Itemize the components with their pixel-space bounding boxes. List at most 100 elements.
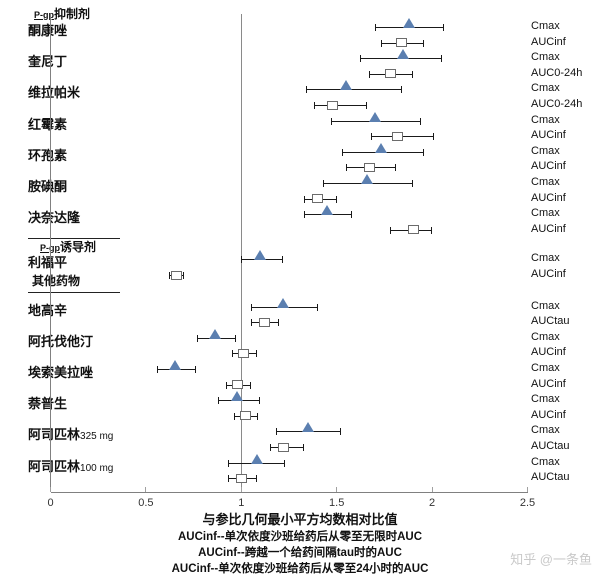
- drug-name: 阿托伐他汀: [28, 333, 94, 349]
- point-marker-auc: [258, 317, 270, 327]
- axis-tick: [145, 487, 147, 492]
- ci-cap-low: [304, 211, 306, 219]
- axis-tick-label: 0: [47, 497, 54, 509]
- drug-name: 环孢素: [28, 147, 68, 163]
- parameter-label: Cmax: [531, 207, 560, 220]
- ci-cap-low: [330, 117, 332, 125]
- parameter-label: Cmax: [531, 299, 560, 312]
- ci-cap-high: [339, 428, 341, 436]
- parameter-label: AUCinf: [531, 408, 566, 421]
- drug-name: 决奈达隆: [28, 210, 81, 226]
- ci-cap-high: [440, 55, 442, 63]
- axis-tick-label: 1: [238, 497, 245, 509]
- point-marker-cmax: [368, 111, 381, 122]
- parameter-label: AUCtau: [531, 471, 570, 484]
- ci-cap-high: [249, 381, 251, 389]
- drug-name: 奎尼丁: [28, 54, 68, 70]
- ci-cap-low: [157, 366, 159, 373]
- group-heading-text: 其他药物: [32, 274, 81, 288]
- parameter-label: AUCinf: [531, 222, 566, 235]
- parameter-label: Cmax: [531, 176, 560, 188]
- ci-cap-high: [419, 117, 421, 125]
- ci-cap-low: [218, 397, 220, 405]
- footnote-line: AUCinf--单次依度沙班给药后从零至无限时AUC: [177, 531, 423, 543]
- drug-name: 维拉帕米: [28, 85, 81, 101]
- axis-tick-label: 2: [429, 497, 436, 509]
- parameter-label: AUCtau: [531, 315, 570, 328]
- ci-cap-high: [350, 211, 352, 219]
- x-axis: [50, 492, 528, 493]
- ci-cap-high: [412, 180, 414, 187]
- point-marker-cmax: [254, 250, 267, 261]
- drug-name: 萘普生: [28, 396, 68, 412]
- drug-label: 奎尼丁: [28, 55, 67, 68]
- parameter-label: AUCinf: [531, 268, 566, 280]
- ci-cap-high: [423, 39, 425, 47]
- axis-tick: [50, 487, 51, 492]
- ci-cap-high: [259, 397, 261, 405]
- parameter-label: AUCinf: [531, 35, 566, 48]
- ci-cap-high: [183, 272, 185, 279]
- point-marker-auc: [363, 162, 375, 172]
- point-marker-cmax: [397, 49, 410, 60]
- drug-label: 阿司匹林325 mg: [28, 428, 113, 442]
- ci-cap-high: [423, 148, 425, 156]
- drug-name: 利福平: [28, 255, 68, 271]
- drug-label: 利福平: [28, 256, 67, 269]
- drug-label: 埃索美拉唑: [28, 366, 93, 379]
- drug-name: 阿司匹林: [28, 427, 81, 443]
- parameter-label: AUCinf: [531, 160, 566, 173]
- point-marker-auc: [231, 380, 243, 390]
- ci-cap-low: [250, 319, 252, 327]
- ci-cap-high: [257, 412, 259, 420]
- ci-cap-high: [278, 319, 280, 327]
- ci-cap-low: [380, 39, 382, 47]
- point-marker-cmax: [302, 422, 315, 433]
- ci-cap-high: [255, 350, 257, 358]
- parameter-label: AUCinf: [531, 377, 566, 390]
- ci-cap-low: [346, 164, 348, 172]
- point-marker-cmax: [231, 391, 244, 402]
- parameter-label: AUC0-24h: [531, 66, 583, 79]
- parameter-label: Cmax: [531, 252, 560, 265]
- group-heading-text: 诱导剂: [60, 240, 97, 254]
- parameter-label: AUCinf: [531, 191, 566, 204]
- drug-label: 维拉帕米: [28, 86, 80, 99]
- ci-cap-low: [250, 303, 252, 311]
- point-marker-auc: [237, 348, 249, 358]
- ci-cap-low: [390, 226, 392, 234]
- ci-cap-high: [284, 459, 286, 467]
- ci-cap-high: [255, 475, 257, 483]
- ci-cap-low: [371, 133, 373, 141]
- group-heading: P-gp抑制剂: [34, 8, 90, 20]
- point-marker-auc: [277, 442, 289, 452]
- ci-cap-low: [227, 475, 229, 483]
- ci-cap-high: [282, 256, 284, 264]
- point-marker-auc: [396, 38, 408, 48]
- point-marker-cmax: [208, 328, 221, 339]
- y-axis: [50, 14, 51, 492]
- ci-cap-low: [226, 381, 228, 389]
- ci-cap-low: [359, 55, 361, 63]
- drug-label: 地高辛: [28, 304, 67, 317]
- ci-cap-low: [168, 272, 170, 279]
- ci-cap-low: [227, 459, 229, 467]
- point-marker-cmax: [321, 205, 334, 216]
- ci-cap-high: [442, 24, 444, 31]
- drug-name: 埃索美拉唑: [28, 365, 94, 380]
- point-marker-cmax: [361, 174, 374, 184]
- ci-cap-low: [374, 24, 376, 31]
- ci-cap-low: [269, 444, 271, 451]
- axis-tick: [527, 487, 528, 492]
- x-axis-title: 与参比几何最小平方均数相对比值: [202, 512, 398, 527]
- ci-cap-low: [306, 86, 308, 94]
- ci-cap-low: [233, 412, 235, 420]
- parameter-label: Cmax: [531, 330, 560, 343]
- footnote-line: AUCinf--单次依度沙班给药后从零至24小时的AUC: [171, 563, 429, 575]
- parameter-label: Cmax: [531, 51, 560, 64]
- parameter-label: Cmax: [531, 20, 560, 32]
- ci-cap-low: [275, 428, 277, 436]
- drug-dose: 100 mg: [80, 462, 114, 474]
- ci-cap-high: [234, 334, 236, 342]
